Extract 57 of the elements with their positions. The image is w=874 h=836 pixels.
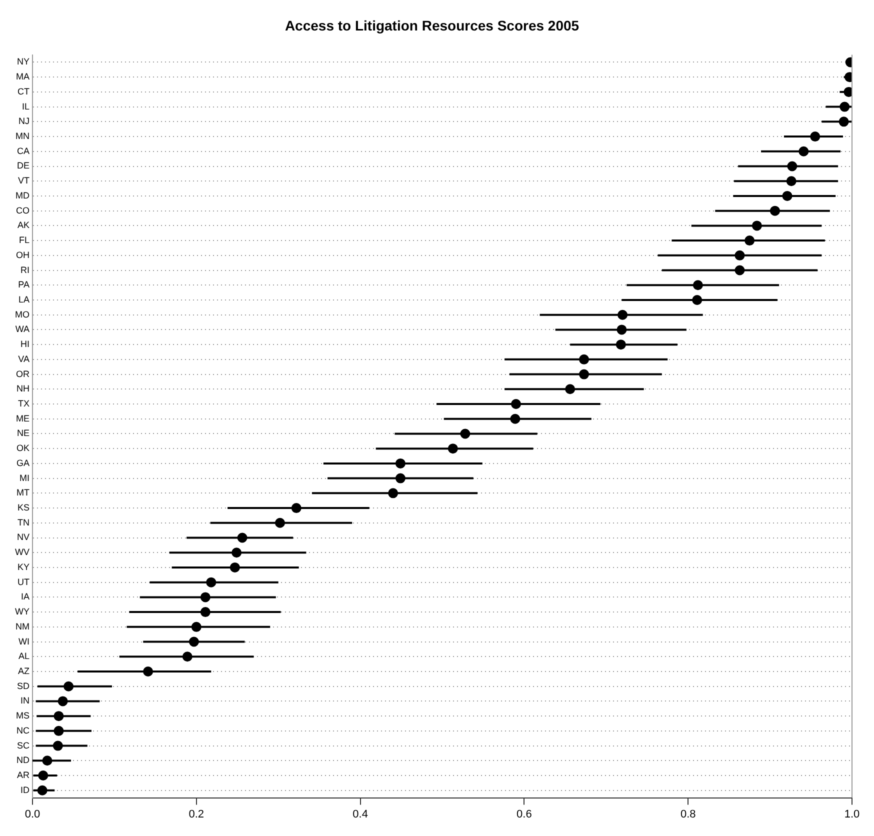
y-tick-label: GA (16, 458, 30, 468)
y-tick-label: MD (16, 190, 30, 200)
y-tick-label: KS (17, 502, 30, 513)
y-tick-label: ID (20, 784, 30, 795)
y-tick-label: VA (18, 354, 30, 364)
y-tick-label: MO (15, 309, 30, 320)
y-tick-label: AL (18, 651, 30, 662)
y-tick-label: WY (15, 606, 30, 617)
y-tick-label: OR (16, 368, 30, 379)
y-tick-label: AK (17, 220, 30, 230)
x-tick-label: 0.8 (680, 808, 696, 820)
y-tick-label: IA (20, 592, 30, 602)
y-tick-label: NV (16, 532, 30, 542)
y-tick-label: NC (16, 725, 30, 736)
y-tick-label: NM (16, 621, 30, 632)
y-tick-label: FL (18, 235, 30, 246)
y-tick-label: RI (20, 264, 30, 275)
y-tick-label: NJ (18, 116, 30, 126)
y-tick-label: MT (16, 488, 30, 498)
y-tick-label: ME (16, 413, 30, 424)
y-tick-label: SD (16, 680, 30, 691)
y-tick-label: PA (18, 280, 30, 290)
y-tick-label: VT (18, 176, 30, 186)
y-tick-label: NH (16, 384, 30, 394)
x-tick-label: 0.6 (516, 808, 532, 820)
y-tick-label: AR (16, 770, 30, 780)
y-tick-label: CA (16, 146, 30, 156)
x-tick-label: 1.0 (844, 808, 860, 820)
y-tick-label: LA (18, 294, 30, 304)
x-tick-label: 0.4 (352, 808, 368, 820)
y-tick-label: ND (16, 755, 30, 766)
y-tick-label: OK (16, 443, 30, 454)
y-tick-label: MI (20, 472, 30, 483)
y-tick-label: MA (16, 72, 30, 82)
y-tick-label: HI (20, 339, 30, 350)
x-tick-label: 0.0 (24, 808, 40, 820)
y-tick-label: CT (18, 86, 30, 96)
y-tick-label: WA (15, 324, 30, 334)
y-tick-label: WV (15, 547, 30, 558)
y-tick-label: IL (22, 101, 30, 112)
y-tick-label: AZ (18, 666, 30, 676)
x-tick-label: 0.2 (188, 808, 204, 820)
y-tick-label: TN (18, 517, 30, 528)
y-tick-label: MN (16, 131, 30, 142)
y-tick-label: OH (16, 250, 30, 260)
y-tick-label: IN (20, 696, 30, 706)
y-tick-label: UT (18, 576, 30, 587)
chart-title: Access to Litigation Resources Scores 2005 (284, 17, 580, 34)
y-tick-label: SC (16, 740, 30, 750)
y-tick-label: CO (16, 205, 30, 216)
y-tick-label: TX (18, 398, 30, 408)
y-tick-label: WI (18, 636, 30, 646)
y-tick-label: NY (16, 56, 30, 67)
y-tick-label: NE (16, 428, 30, 438)
y-tick-label: DE (16, 160, 30, 171)
y-tick-label: KY (17, 562, 30, 572)
y-tick-label: MS (16, 710, 30, 721)
